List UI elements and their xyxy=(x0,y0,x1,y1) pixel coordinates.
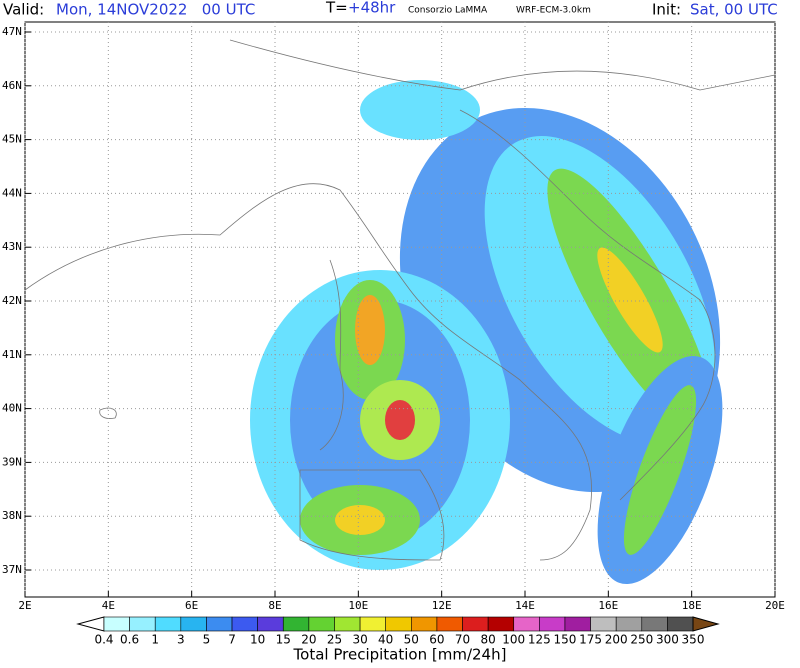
valid-time: Mon, 14NOV2022 00 UTC xyxy=(56,1,255,19)
lat-label: 37N xyxy=(2,563,22,576)
colorbar-right xyxy=(692,616,720,632)
colorbar-label: 0.4 xyxy=(94,633,113,647)
lat-label: 39N xyxy=(2,455,22,468)
colorbar-label: 200 xyxy=(605,633,628,647)
lon-label: 14E xyxy=(515,599,535,612)
colorbar-segment xyxy=(641,616,668,632)
colorbar-segment xyxy=(564,616,591,632)
colorbar-segment xyxy=(257,616,284,632)
colorbar-label: 60 xyxy=(429,633,444,647)
colorbar-label: 125 xyxy=(528,633,551,647)
colorbar-label: 40 xyxy=(378,633,393,647)
lat-label: 43N xyxy=(2,240,22,253)
init-label: Init: xyxy=(652,1,681,19)
lat-label: 47N xyxy=(2,25,22,38)
colorbar-label: 7 xyxy=(228,633,236,647)
colorbar-segment xyxy=(411,616,438,632)
colorbar-label: 1 xyxy=(151,633,159,647)
colorbar-segment xyxy=(180,616,207,632)
colorbar-label: 150 xyxy=(554,633,577,647)
lon-label: 10E xyxy=(348,599,368,612)
lat-label: 46N xyxy=(2,79,22,92)
valid-label: Valid: xyxy=(3,1,44,19)
lon-label: 18E xyxy=(682,599,702,612)
colorbar-label: 50 xyxy=(404,633,419,647)
colorbar-segment xyxy=(359,616,386,632)
colorbar-label: 300 xyxy=(656,633,679,647)
lon-label: 16E xyxy=(598,599,618,612)
colorbar-label: 5 xyxy=(203,633,211,647)
colorbar-segment xyxy=(129,616,156,632)
colorbar-segment xyxy=(436,616,463,632)
colorbar-label: 80 xyxy=(480,633,495,647)
colorbar-label: 3 xyxy=(177,633,185,647)
colorbar-label: 20 xyxy=(301,633,316,647)
colorbar-label: 175 xyxy=(579,633,602,647)
colorbar-segment xyxy=(206,616,233,632)
colorbar-segment xyxy=(539,616,566,632)
colorbar-segment xyxy=(334,616,361,632)
colorbar-segment xyxy=(667,616,694,632)
step-label: T= xyxy=(325,0,348,17)
colorbar-segment xyxy=(590,616,617,632)
lon-label: 4E xyxy=(102,599,115,612)
colorbar-label: 25 xyxy=(327,633,342,647)
colorbar-segment xyxy=(103,616,130,632)
lon-label: 12E xyxy=(432,599,452,612)
step: +48hr xyxy=(348,0,396,17)
colorbar-segment xyxy=(282,616,310,632)
lat-label: 40N xyxy=(2,402,22,415)
lon-label: 6E xyxy=(185,599,198,612)
colorbar-segment xyxy=(513,616,540,632)
colorbar-segment xyxy=(308,616,335,632)
lat-label: 44N xyxy=(2,186,22,199)
colorbar-segment xyxy=(462,616,489,632)
colorbar-label: 10 xyxy=(250,633,265,647)
colorbar-label: 15 xyxy=(276,633,291,647)
colorbar-segment xyxy=(231,616,258,632)
colorbar-segment xyxy=(615,616,643,632)
colorbar-label: 30 xyxy=(352,633,367,647)
lat-label: 41N xyxy=(2,348,22,361)
lat-label: 42N xyxy=(2,294,22,307)
colorbar-label: 100 xyxy=(502,633,525,647)
lat-label: 38N xyxy=(2,509,22,522)
colorbar-label: 250 xyxy=(630,633,653,647)
lat-label: 45N xyxy=(2,133,22,146)
colorbar-left xyxy=(76,616,105,632)
colorbar-segment xyxy=(487,616,515,632)
colorbar-segment xyxy=(385,616,412,632)
colorbar-segment xyxy=(154,616,182,632)
lon-label: 20E xyxy=(765,599,785,612)
colorbar-label: 0.6 xyxy=(120,633,139,647)
model: WRF-ECM-3.0km xyxy=(516,6,591,16)
lon-label: 8E xyxy=(268,599,281,612)
colorbar-label: 70 xyxy=(455,633,470,647)
map-area xyxy=(24,21,776,598)
producer: Consorzio LaMMA xyxy=(408,6,488,16)
colorbar-title: Total Precipitation [mm/24h] xyxy=(293,646,507,664)
init-time: Sat, 00 UTC xyxy=(690,1,778,19)
lon-label: 2E xyxy=(18,599,31,612)
colorbar-label: 350 xyxy=(682,633,705,647)
